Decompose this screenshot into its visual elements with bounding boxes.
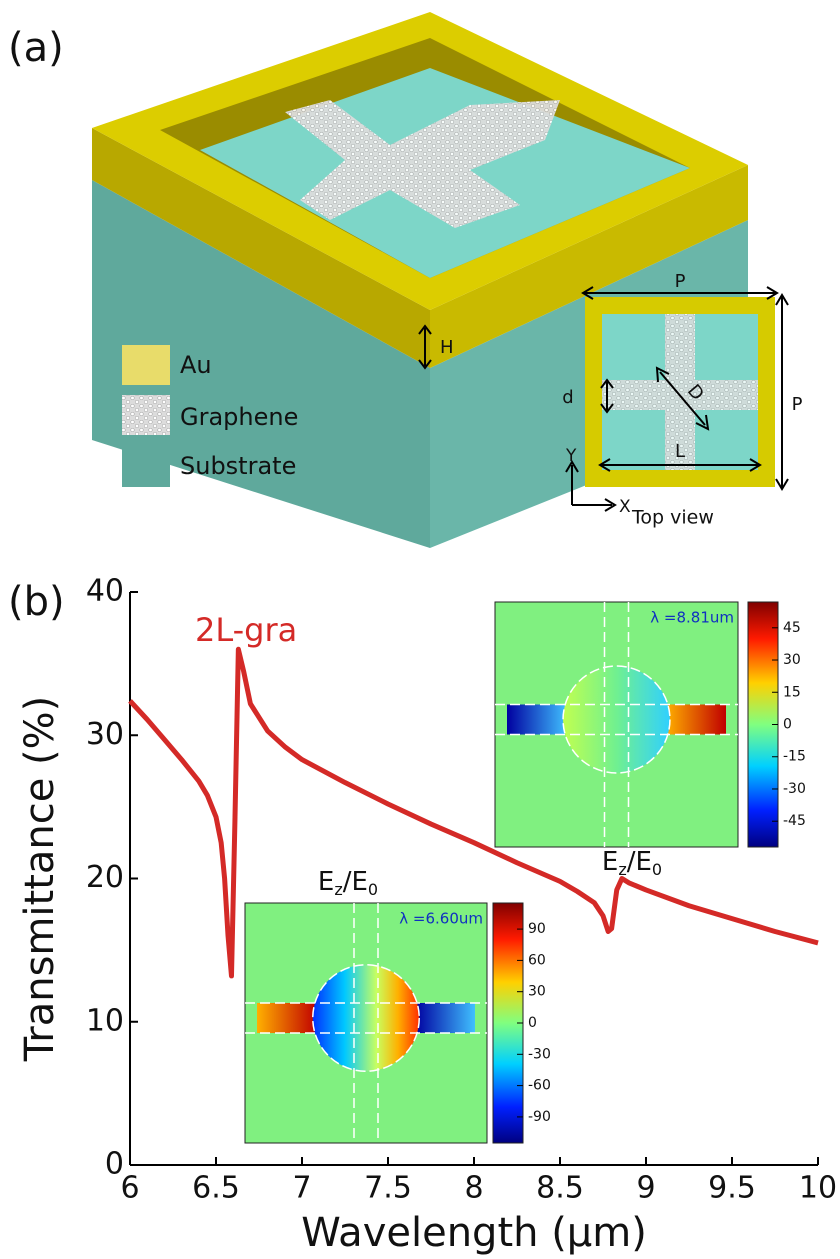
legend-label: Substrate <box>180 452 296 480</box>
field-arm <box>257 1003 317 1033</box>
y-tick-label: 40 <box>86 574 124 609</box>
y-tick-label: 20 <box>86 860 124 895</box>
legend-label: Au <box>180 351 212 379</box>
colorbar-tick-label: -30 <box>783 781 806 797</box>
field-title: Ez/E0 <box>318 867 378 899</box>
dim-label: d <box>562 387 573 408</box>
dim-label: P <box>675 271 686 292</box>
colorbar-tick-label: 45 <box>783 620 801 636</box>
field-title-part: E <box>602 847 618 877</box>
field-title-part: /E <box>627 847 652 877</box>
y-axis-label: Transmittance (%) <box>17 696 63 1063</box>
colorbar-tick-label: 15 <box>783 684 801 700</box>
x-tick-label: 7 <box>292 1171 311 1206</box>
field-title-part: z <box>618 860 626 879</box>
x-tick-label: 8.5 <box>536 1171 584 1206</box>
series-label: 2L-gra <box>195 611 297 649</box>
colorbar-tick-label: -45 <box>783 813 806 829</box>
field-disk <box>563 666 670 773</box>
colorbar-tick-label: 30 <box>783 652 801 668</box>
colorbar-tick-label: 90 <box>528 921 546 937</box>
colorbar-tick-label: 30 <box>528 984 546 1000</box>
legend-swatch <box>122 395 170 435</box>
height-label: H <box>440 337 454 358</box>
x-tick-label: 8 <box>464 1171 483 1206</box>
wavelength-label: λ =6.60um <box>399 910 483 928</box>
x-axis-label: Wavelength (µm) <box>301 1210 647 1256</box>
field-title-part: 0 <box>652 860 662 879</box>
axis-name: Y <box>565 446 577 466</box>
field-disk <box>313 965 419 1071</box>
field-arm <box>666 705 726 735</box>
x-tick-label: 7.5 <box>364 1171 412 1206</box>
panel-label: (a) <box>8 25 64 71</box>
colorbar-tick-label: -30 <box>528 1046 551 1062</box>
colorbar-tick-label: 0 <box>528 1015 537 1031</box>
legend-swatch <box>122 345 170 385</box>
field-title-part: 0 <box>368 880 378 899</box>
dim-label: P <box>792 394 803 415</box>
figure: (a) H Au Graphene Substrate P P d D L Y … <box>0 0 840 1259</box>
field-title: Ez/E0 <box>602 847 662 879</box>
x-tick-label: 9 <box>636 1171 655 1206</box>
colorbar-tick-label: -15 <box>783 749 806 765</box>
x-tick-label: 6.5 <box>192 1171 240 1206</box>
colorbar-tick-label: -60 <box>528 1078 551 1094</box>
wavelength-label: λ =8.81um <box>650 609 734 627</box>
field-title-part: E <box>318 867 334 897</box>
y-tick-label: 30 <box>86 717 124 752</box>
page: (a) H Au Graphene Substrate P P d D L Y … <box>0 0 840 1259</box>
field-title-part: z <box>334 880 342 899</box>
colorbar-tick-label: 0 <box>783 717 792 733</box>
legend-label: Graphene <box>180 403 298 431</box>
top-view: P P d D L Y X Top view <box>562 271 802 529</box>
field-arm <box>507 705 567 735</box>
x-tick-label: 10 <box>799 1171 837 1206</box>
legend-swatch <box>122 445 170 487</box>
field-title-part: /E <box>343 867 368 897</box>
colorbar-tick-label: 60 <box>528 952 546 968</box>
axis-name: X <box>619 497 631 517</box>
field-arm <box>415 1003 475 1033</box>
colorbar-tick-label: -90 <box>528 1109 551 1125</box>
top-view-caption: Top view <box>631 507 714 529</box>
panel-label: (b) <box>8 579 65 625</box>
x-tick-label: 9.5 <box>708 1171 756 1206</box>
dim-label: L <box>675 441 685 462</box>
y-tick-label: 10 <box>86 1003 124 1038</box>
x-tick-label: 6 <box>120 1171 139 1206</box>
